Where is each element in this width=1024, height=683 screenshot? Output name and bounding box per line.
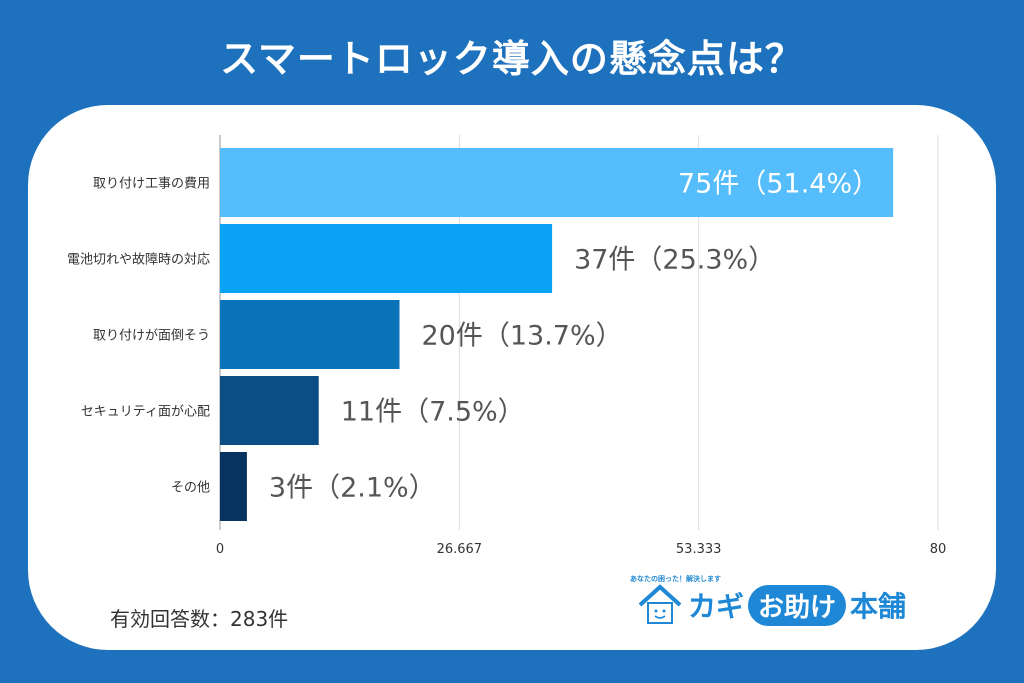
logo-tagline: あなたの困った！解決します — [630, 575, 721, 583]
bar — [220, 300, 400, 369]
category-label: 取り付けが面倒そう — [93, 329, 210, 344]
logo-text-honpo: 本舗 — [850, 590, 907, 623]
data-label: 20件（13.7%） — [422, 321, 623, 352]
data-label: 11件（7.5%） — [341, 397, 525, 428]
category-label: 取り付け工事の費用 — [93, 177, 210, 192]
x-tick-label: 80 — [930, 542, 947, 557]
bar — [220, 452, 247, 521]
data-label: 3件（2.1%） — [269, 473, 436, 504]
data-label: 37件（25.3%） — [574, 245, 775, 276]
respondent-count: 有効回答数：283件 — [110, 607, 289, 631]
bar — [220, 148, 894, 217]
house-mascot-icon — [638, 584, 682, 624]
bar — [220, 224, 553, 293]
chart-title: スマートロック導入の懸念点は？ — [220, 37, 804, 81]
company-logo: あなたの困った！解決します カギ お助け 本舗 — [630, 575, 907, 627]
category-label: セキュリティ面が心配 — [81, 405, 210, 420]
bar — [220, 376, 319, 445]
data-label: 75件（51.4%） — [678, 169, 879, 200]
x-tick-label: 53.333 — [676, 542, 722, 557]
x-tick-label: 26.667 — [437, 542, 483, 557]
category-label: その他 — [171, 481, 210, 496]
x-tick-label: 0 — [216, 542, 224, 557]
category-label: 電池切れや故障時の対応 — [67, 253, 210, 268]
logo-text-otasuke: お助け — [748, 584, 847, 626]
logo-text-kagi: カギ — [688, 590, 745, 623]
